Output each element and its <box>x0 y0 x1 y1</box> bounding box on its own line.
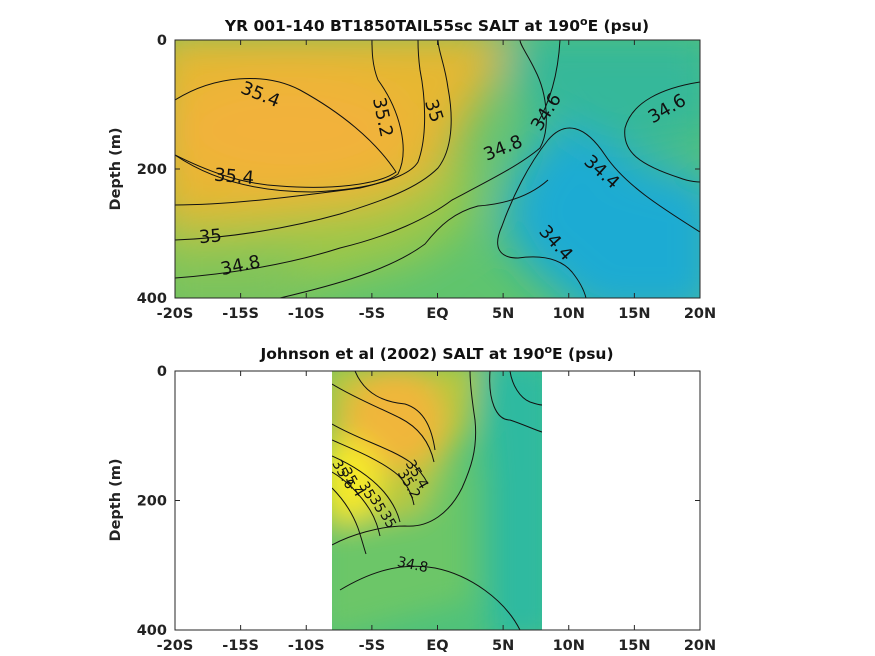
panel-title-top: YR 001-140 BT1850TAIL55sc SALT at 190oE … <box>224 15 649 35</box>
x-tick-label: 15N <box>618 638 650 654</box>
y-tick-label: 400 <box>137 623 167 639</box>
y-tick-label: 200 <box>137 494 167 510</box>
y-axis-bottom: 0 200 400 <box>137 364 700 639</box>
y-tick-label: 400 <box>137 291 167 307</box>
y-axis-label-bottom: Depth (m) <box>108 459 124 542</box>
x-tick-label: 5N <box>492 306 514 322</box>
x-axis-top: -20S -15S -10S -5S EQ 5N 10N 15N 20N <box>157 40 716 322</box>
x-axis-bottom: -20S -15S -10S -5S EQ 5N 10N 15N 20N <box>157 371 716 654</box>
y-axis-label-top: Depth (m) <box>108 128 124 211</box>
contours-bottom <box>332 371 542 630</box>
x-tick-label: -15S <box>222 638 259 654</box>
panel-observed-salt: Johnson et al (2002) SALT at 190oE (psu) <box>108 343 716 654</box>
x-tick-label: -10S <box>288 306 325 322</box>
panel-title-bottom: Johnson et al (2002) SALT at 190oE (psu) <box>259 343 613 363</box>
contour-label: 35 <box>376 508 399 531</box>
x-tick-label: 20N <box>684 306 716 322</box>
y-tick-label: 0 <box>157 33 167 49</box>
x-tick-label: -20S <box>157 638 194 654</box>
x-tick-label: -10S <box>288 638 325 654</box>
x-tick-label: -5S <box>359 638 386 654</box>
x-tick-label: -15S <box>222 306 259 322</box>
x-tick-label: 10N <box>553 638 585 654</box>
contour-label: 35 <box>355 479 378 502</box>
salinity-field-bottom <box>332 371 542 630</box>
x-tick-label: -5S <box>359 306 386 322</box>
salinity-field-top <box>175 40 700 298</box>
x-tick-label: 10N <box>553 306 585 322</box>
contours-top <box>175 40 700 298</box>
x-tick-label: 5N <box>492 638 514 654</box>
contour-label: 35 <box>198 225 223 248</box>
panel-model-salt: YR 001-140 BT1850TAIL55sc SALT at 190oE … <box>108 15 716 322</box>
x-tick-label: EQ <box>426 306 448 322</box>
y-tick-label: 0 <box>157 364 167 380</box>
x-tick-label: 15N <box>618 306 650 322</box>
y-tick-label: 200 <box>137 162 167 178</box>
x-tick-label: EQ <box>426 638 448 654</box>
contour-label: 35 <box>366 493 389 516</box>
x-tick-label: -20S <box>157 306 194 322</box>
y-axis-top: 0 200 400 <box>137 33 700 307</box>
x-tick-label: 20N <box>684 638 716 654</box>
contour-label: 35.4 <box>213 165 255 189</box>
contour-label: 34.8 <box>396 554 430 576</box>
